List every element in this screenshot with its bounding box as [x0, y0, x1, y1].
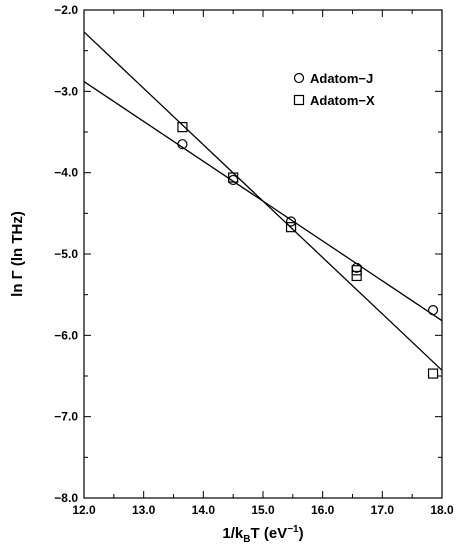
- point-adatom-j: [427, 305, 439, 316]
- x-tick-label: 12.0: [72, 503, 96, 517]
- y-tick-label: −8.0: [54, 491, 78, 505]
- point-adatom-x: [351, 270, 362, 282]
- y-tick-label: −7.0: [54, 410, 78, 424]
- legend-label-adatom-x: Adatom−X: [310, 93, 375, 108]
- y-tick-label: −2.0: [54, 3, 78, 17]
- point-adatom-x: [177, 122, 188, 133]
- x-tick-label: 13.0: [132, 503, 156, 517]
- y-tick-label: −3.0: [54, 84, 78, 98]
- legend-marker-square: [293, 94, 305, 106]
- point-adatom-x: [285, 222, 297, 233]
- legend-label-adatom-j: Adatom−J: [310, 71, 373, 86]
- point-adatom-x: [228, 172, 239, 183]
- fit-line-adatom-x: [83, 31, 443, 371]
- y-tick-label: −5.0: [54, 247, 78, 261]
- x-tick-label: 17.0: [371, 503, 395, 517]
- x-tick-label: 14.0: [192, 503, 216, 517]
- point-adatom-j: [177, 139, 188, 150]
- x-tick-label: 15.0: [251, 503, 275, 517]
- point-adatom-j: [228, 174, 239, 186]
- x-tick-label: 18.0: [430, 503, 454, 517]
- data-points: [177, 122, 439, 379]
- point-adatom-x: [351, 265, 362, 276]
- fit-lines: [83, 31, 443, 371]
- y-axis-title: ln Γ (ln THz): [9, 211, 26, 297]
- point-adatom-j: [285, 216, 297, 227]
- x-axis-title: 1/kBT (eV−1): [222, 524, 303, 545]
- y-tick-label: −6.0: [54, 328, 78, 342]
- x-tick-label: 16.0: [311, 503, 335, 517]
- point-adatom-x: [427, 368, 439, 379]
- y-tick-label: −4.0: [54, 166, 78, 180]
- axis-ticks: 12.0 13.0 14.0 15.0 16.0 17.0 18.0 −8.0 −7.0 −6.0…: [54, 3, 454, 517]
- legend-marker-circle: [293, 72, 305, 84]
- legend: Adatom−J Adatom−X: [293, 71, 375, 108]
